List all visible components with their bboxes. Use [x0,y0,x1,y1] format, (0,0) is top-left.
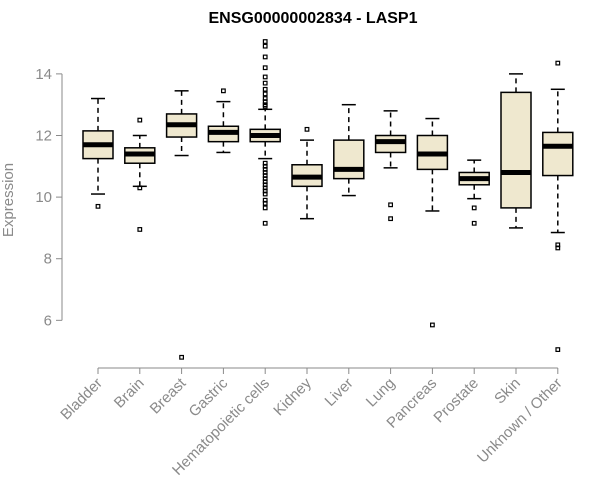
y-tick-label: 10 [35,189,52,206]
y-tick-label: 12 [35,127,52,144]
outlier-point [430,322,435,328]
outlier-point [388,202,393,208]
box-group [291,126,323,220]
outlier-point [555,60,561,66]
y-tick-label: 6 [44,312,52,329]
outlier-point [262,43,268,49]
outlier-point [262,74,268,80]
outlier-point [137,117,143,123]
outlier-point [95,203,101,209]
outlier-point [471,205,477,211]
x-tick-label: Kidney [270,374,315,419]
outlier-point [471,220,477,226]
outlier-point [221,88,226,94]
outlier-point [555,245,561,251]
box-group [249,39,281,226]
outlier-point [555,347,561,352]
box-group [542,60,574,352]
box-iqr [500,91,532,209]
x-tick-label: Breast [147,374,190,417]
outlier-point [262,91,268,97]
outlier-point [262,65,268,71]
outlier-point [388,216,393,222]
outlier-point [179,354,185,360]
box-group [416,117,449,328]
box-group [124,117,156,232]
y-tick-label: 14 [35,66,52,83]
outlier-point [262,86,268,92]
chart-title: ENSG00000002834 - LASP1 [208,10,417,27]
x-tick-label: Prostate [430,375,482,427]
box-group [374,110,407,222]
x-tick-label: Bladder [57,375,106,424]
outlier-point [262,191,268,197]
y-axis: 6 8 10 12 14 [35,66,63,329]
outlier-point [262,80,268,86]
outlier-point [262,103,268,109]
box-group [500,73,532,229]
outlier-point [262,205,268,211]
box-group [333,103,365,197]
x-tick-label: Lung [363,375,399,411]
y-axis-label: Expression [0,163,17,237]
outlier-point [262,39,268,44]
box-group [165,90,198,360]
box-iqr [333,139,365,180]
outlier-point [137,227,143,232]
box-group [207,88,240,154]
box-iqr [542,131,574,177]
box-group [82,97,114,209]
x-tick-label: Skin [491,375,524,408]
boxes-layer [82,39,574,360]
outlier-point [262,54,268,60]
x-tick-label: Brain [111,375,148,412]
x-tick-label: Liver [322,375,357,410]
outlier-point [304,126,310,132]
outlier-point [262,200,268,206]
box-group [458,159,490,226]
outlier-point [262,220,268,226]
outlier-point [137,185,143,191]
y-tick-label: 8 [44,251,52,268]
